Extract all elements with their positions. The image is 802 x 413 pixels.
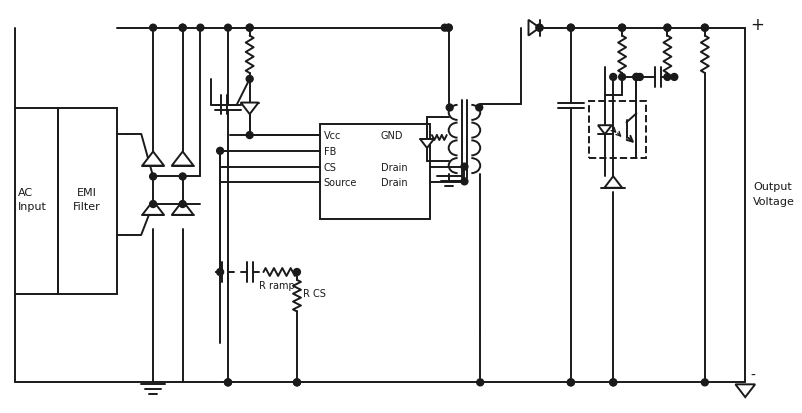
Text: R ramp: R ramp <box>258 280 294 290</box>
Circle shape <box>217 148 223 155</box>
Circle shape <box>618 25 625 32</box>
Polygon shape <box>172 201 193 215</box>
Circle shape <box>700 25 707 32</box>
Circle shape <box>476 379 483 386</box>
Circle shape <box>567 379 573 386</box>
Text: Output
Voltage: Output Voltage <box>752 181 794 206</box>
Circle shape <box>225 379 231 386</box>
Text: Drain: Drain <box>380 178 407 188</box>
Circle shape <box>441 25 448 32</box>
Circle shape <box>618 25 625 32</box>
Circle shape <box>536 25 542 32</box>
Circle shape <box>444 25 452 32</box>
Circle shape <box>663 74 670 81</box>
Polygon shape <box>419 140 433 149</box>
Polygon shape <box>604 177 622 188</box>
Text: GND: GND <box>380 131 403 141</box>
Circle shape <box>700 379 707 386</box>
Text: CS: CS <box>323 162 336 172</box>
Circle shape <box>149 173 156 180</box>
Circle shape <box>567 25 573 32</box>
Circle shape <box>294 379 300 386</box>
Circle shape <box>609 379 616 386</box>
Circle shape <box>567 379 573 386</box>
Circle shape <box>446 105 452 112</box>
Circle shape <box>246 25 253 32</box>
Text: R CS: R CS <box>302 288 326 298</box>
Bar <box>58 109 116 294</box>
Circle shape <box>444 25 452 32</box>
Circle shape <box>294 379 300 386</box>
Circle shape <box>632 74 639 81</box>
Circle shape <box>179 173 186 180</box>
Text: -: - <box>749 368 754 382</box>
Bar <box>319 125 429 219</box>
Circle shape <box>700 25 707 32</box>
Circle shape <box>460 164 468 171</box>
Circle shape <box>246 76 253 83</box>
Text: AC
Input: AC Input <box>18 188 47 211</box>
Circle shape <box>196 25 204 32</box>
Bar <box>588 101 645 158</box>
Text: Source: Source <box>323 178 357 188</box>
Circle shape <box>663 25 670 32</box>
Circle shape <box>609 379 616 386</box>
Polygon shape <box>142 152 164 166</box>
Circle shape <box>632 74 639 81</box>
Polygon shape <box>172 152 193 166</box>
Circle shape <box>179 201 186 208</box>
Circle shape <box>149 25 156 32</box>
Circle shape <box>225 25 231 32</box>
Circle shape <box>670 74 677 81</box>
Circle shape <box>663 25 670 32</box>
Circle shape <box>618 74 625 81</box>
Circle shape <box>217 269 223 276</box>
Circle shape <box>460 178 468 185</box>
Circle shape <box>476 105 482 112</box>
Circle shape <box>246 25 253 32</box>
Circle shape <box>294 269 300 276</box>
Polygon shape <box>597 126 611 135</box>
Polygon shape <box>735 385 754 397</box>
Circle shape <box>636 74 642 81</box>
Text: Vcc: Vcc <box>323 131 341 141</box>
Circle shape <box>609 74 616 81</box>
Circle shape <box>246 132 253 139</box>
Circle shape <box>179 25 186 32</box>
Text: Drain: Drain <box>380 162 407 172</box>
Text: EMI
Filter: EMI Filter <box>73 188 101 211</box>
Circle shape <box>225 379 231 386</box>
Circle shape <box>149 201 156 208</box>
Polygon shape <box>241 103 258 115</box>
Polygon shape <box>142 201 164 215</box>
Text: +: + <box>749 16 763 33</box>
Bar <box>15 109 58 294</box>
Circle shape <box>567 25 573 32</box>
Circle shape <box>536 25 542 32</box>
Circle shape <box>179 25 186 32</box>
Polygon shape <box>528 21 539 36</box>
Text: FB: FB <box>323 147 335 157</box>
